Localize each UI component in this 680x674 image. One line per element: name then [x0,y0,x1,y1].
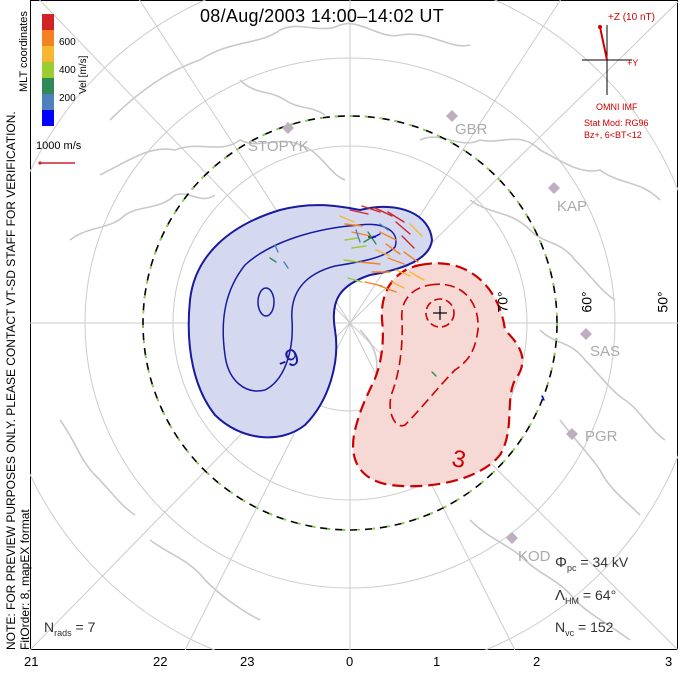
imf-dial [582,25,632,95]
imf-source: OMNI IMF [596,102,638,112]
latitude-label: 50° [654,291,671,313]
positive-contour-inner [389,283,479,427]
negative-contour-core [257,287,275,317]
radar-count: Nrads = 7 [44,619,96,638]
imf-z-label: +Z (10 nT) [608,12,655,23]
imf-y-label: +Y [627,58,639,68]
mlt-tick: 0 [346,654,354,669]
station-markers [282,110,592,544]
coordinate-system-label: MLT coordinates [18,11,30,92]
colorbar-band [42,30,54,46]
station-label: KOD [518,548,551,565]
plot-frame [30,0,678,650]
mlt-tick: 22 [153,654,168,669]
mlt-tick: 1 [433,654,441,669]
colorbar-band [42,14,54,30]
station-label: GBR [455,121,488,138]
scale-vector-origin [38,161,42,165]
station-label: STOPYK [248,138,309,155]
stat-model: Stat Mod: RG96 [584,118,649,128]
colorbar-band [42,78,54,94]
colorbar-band [42,110,54,126]
preview-note: NOTE: FOR PREVIEW PURPOSES ONLY. PLEASE … [4,111,18,650]
positive-convection-cell [351,262,524,488]
station-label: KAP [557,198,588,215]
cross-polar-potential: Φpc = 34 kV [555,554,629,573]
colorbar-tick: 400 [59,65,76,76]
mlt-tick: 23 [240,654,255,669]
velocity-colorbar [42,14,54,126]
latitude-label: 70° [494,291,511,313]
vector-count: Nvc = 152 [555,619,614,638]
positive-contour-core [425,298,455,328]
hm-boundary-latitude: ΛHM = 64° [555,587,617,606]
boundary-green-markers [142,115,558,531]
station-label: PGR [585,428,618,445]
imf-condition: Bz+, 6<BT<12 [584,130,642,140]
mlt-tick: 2 [533,654,541,669]
colorbar-tick: 600 [59,37,76,48]
scale-vector-label: 1000 m/s [36,140,82,152]
colorbar-band [42,94,54,110]
negative-contour-inner [222,223,397,392]
velocity-vectors [269,205,545,401]
colorbar-band [42,62,54,78]
colorbar-tick: 200 [59,93,76,104]
colorbar-band [42,46,54,62]
latitude-label: 60° [578,291,595,313]
fit-order-text: FitOrder: 8, mapEX format [18,509,32,650]
mlt-tick: 21 [24,654,39,669]
coastlines [59,22,666,641]
map-title: 08/Aug/2003 14:00–14:02 UT [200,6,444,26]
station-label: SAS [590,343,621,360]
potential-max-marker [433,306,447,320]
colorbar-label: Vel [m/s] [78,55,89,94]
mlt-tick: 3 [665,654,673,669]
